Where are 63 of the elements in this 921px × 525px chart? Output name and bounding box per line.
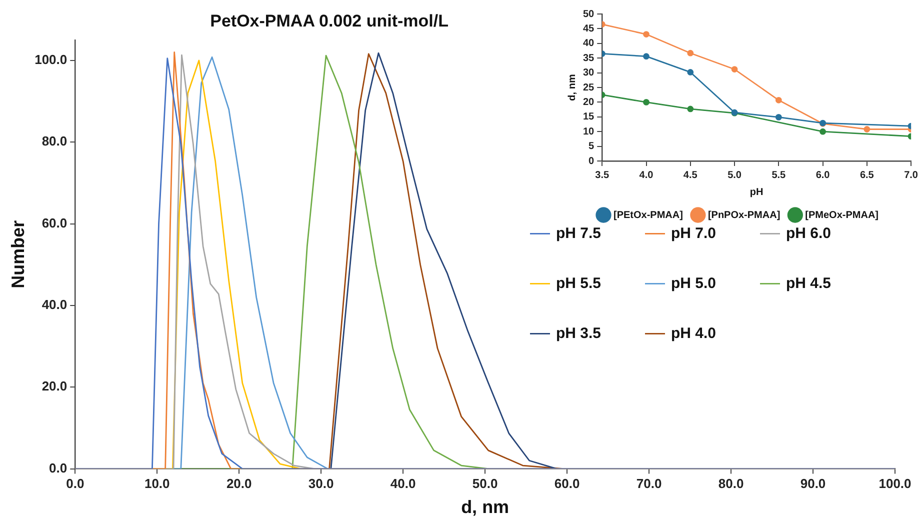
x-tick-label: 4.5 [683, 170, 698, 181]
point [643, 31, 650, 38]
x-tick-label: 100.0 [878, 476, 912, 492]
y-tick-label: 40 [583, 38, 595, 50]
y-tick-label: 5 [588, 141, 595, 152]
legend-label: pH 4.5 [786, 274, 832, 292]
y-axis-title: d, nm [566, 74, 578, 101]
point [643, 99, 650, 106]
x-tick-label: 0.0 [66, 476, 84, 492]
y-tick-label: 80.0 [42, 134, 68, 149]
x-tick-label: 5.5 [772, 170, 786, 181]
y-tick-label: 0 [588, 156, 595, 167]
point [864, 126, 870, 132]
legend-label: pH 5.0 [671, 274, 716, 292]
point [731, 66, 738, 72]
y-tick-label: 60.0 [42, 215, 68, 230]
x-axis-title: pH [750, 186, 764, 198]
x-axis-title: d, nm [461, 497, 510, 518]
x-tick-label: 80.0 [718, 476, 744, 492]
legend-label: pH 4.0 [671, 324, 716, 342]
x-tick-label: 4.0 [639, 170, 654, 181]
legend-label: [PMeOx-PMAA] [805, 210, 879, 221]
x-tick-label: 90.0 [800, 476, 826, 492]
x-tick-label: 7.0 [904, 170, 918, 181]
x-tick-label: 3.5 [595, 170, 610, 181]
y-tick-label: 15 [583, 112, 595, 123]
point [687, 50, 694, 56]
x-tick-label: 40.0 [390, 476, 416, 492]
y-tick-label: 0.0 [49, 460, 68, 476]
point [820, 128, 826, 135]
x-tick-label: 6.0 [816, 170, 830, 181]
x-tick-label: 10.0 [144, 476, 170, 492]
x-tick-label: 60.0 [554, 476, 580, 492]
point [643, 53, 650, 60]
legend-label: [PnPOx-PMAA] [708, 210, 780, 221]
legend-label: pH 6.0 [786, 224, 832, 242]
y-tick-label: 35 [583, 52, 595, 64]
chart-title: PetOx-PMAA 0.002 unit-mol/L [210, 12, 448, 31]
x-tick-label: 70.0 [636, 476, 662, 492]
y-tick-label: 20.0 [42, 378, 68, 394]
point [687, 69, 694, 76]
legend-label: pH 7.0 [671, 224, 716, 242]
point [687, 106, 694, 112]
x-tick-label: 20.0 [226, 476, 252, 492]
legend-label: pH 7.5 [556, 224, 602, 242]
y-tick-label: 50 [583, 8, 595, 20]
y-axis-title: Number [8, 220, 28, 288]
point [775, 114, 782, 120]
y-tick-label: 100.0 [34, 52, 68, 67]
x-tick-label: 6.5 [860, 170, 874, 181]
point [775, 96, 782, 104]
legend-label: [PEtOx-PMAA] [614, 210, 683, 221]
x-tick-label: 50.0 [472, 476, 498, 492]
legend-label: pH 5.5 [556, 274, 602, 292]
y-tick-label: 25 [583, 82, 595, 94]
y-tick-label: 40.0 [42, 297, 68, 312]
x-tick-label: 30.0 [308, 476, 334, 492]
y-tick-label: 30 [583, 68, 595, 79]
x-tick-label: 5.0 [728, 170, 742, 181]
y-tick-label: 20 [583, 96, 595, 108]
y-tick-label: 45 [583, 23, 595, 34]
legend-label: pH 3.5 [556, 324, 602, 342]
y-tick-label: 10 [583, 126, 595, 138]
